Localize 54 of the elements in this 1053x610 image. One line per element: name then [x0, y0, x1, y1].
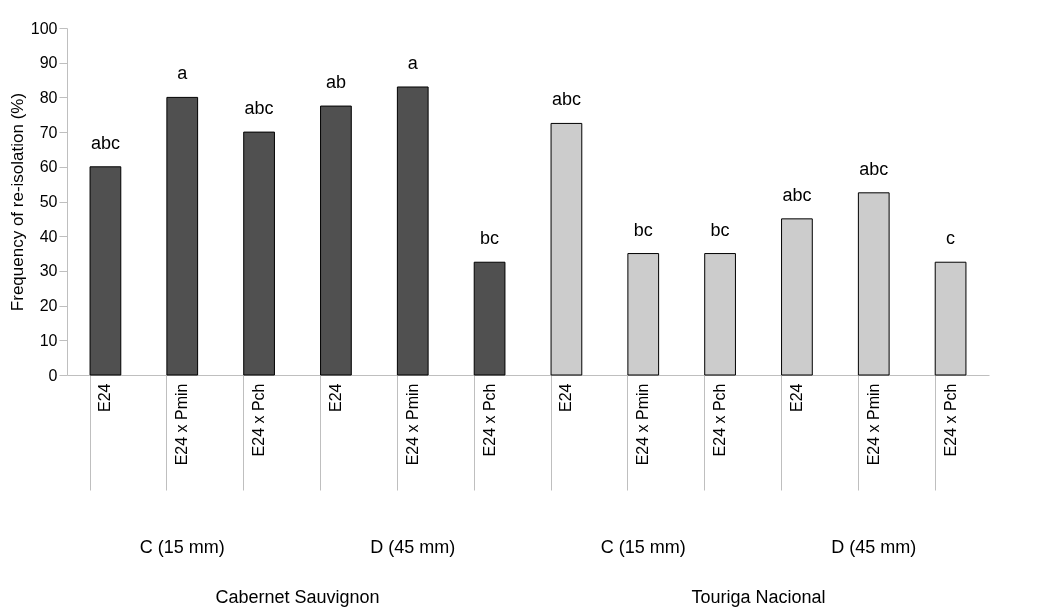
bar — [857, 192, 890, 376]
x-tick-label: E24 — [787, 383, 805, 412]
data-label: abc — [90, 132, 120, 153]
text: D (45 mm) — [370, 537, 456, 557]
x-tick-label: E24 x Pch — [711, 383, 729, 457]
bar — [781, 218, 813, 376]
y-tick-label: 0 — [48, 366, 58, 384]
x-tick-label: E24 x Pmin — [173, 383, 191, 466]
data-label: abc — [859, 158, 889, 179]
data-label: bc — [480, 228, 500, 249]
data-label: ab — [325, 72, 346, 93]
bar — [704, 253, 736, 376]
bar — [166, 96, 199, 376]
data-label: abc — [551, 89, 581, 110]
y-axis-title: Frequency of re-isolation (%) — [7, 92, 27, 312]
bar — [550, 122, 583, 376]
x-tick-label: E24 x Pch — [250, 383, 268, 457]
x-tick-label: E24 x Pch — [941, 383, 959, 457]
bar — [89, 166, 122, 376]
data-label: abc — [782, 184, 812, 205]
x-tick-label: E24 — [326, 383, 344, 412]
y-tick-label: 50 — [39, 193, 58, 210]
text: C (15 mm) — [600, 537, 686, 557]
bar — [934, 261, 967, 376]
bar — [320, 105, 352, 376]
y-tick-label: 10 — [39, 331, 58, 349]
bar — [243, 131, 275, 376]
bar — [627, 253, 660, 376]
x-tick-label: E24 — [557, 383, 575, 412]
y-tick-label: 80 — [39, 88, 58, 106]
y-tick-label: 70 — [39, 123, 58, 141]
y-tick-label: 100 — [30, 19, 58, 37]
data-label: a — [407, 52, 419, 73]
text: D (45 mm) — [831, 537, 917, 557]
y-tick-label: 20 — [39, 297, 58, 315]
bar — [396, 86, 429, 376]
y-tick-label: 40 — [39, 227, 58, 245]
text: Cabernet Sauvignon — [215, 587, 380, 607]
text: Touriga Nacional — [691, 587, 826, 607]
x-tick-label: E24 x Pmin — [634, 383, 652, 466]
data-label: bc — [710, 219, 730, 240]
x-tick-label: E24 x Pmin — [864, 383, 882, 466]
x-tick-label: E24 x Pmin — [403, 383, 421, 466]
x-tick-label: E24 — [96, 383, 114, 412]
bar — [473, 261, 506, 376]
data-label: abc — [244, 98, 274, 119]
data-label: c — [946, 228, 956, 249]
y-tick-label: 90 — [39, 54, 58, 72]
y-tick-label: 30 — [39, 262, 58, 280]
data-label: a — [177, 63, 189, 84]
x-tick-label: E24 x Pch — [480, 383, 498, 457]
data-label: bc — [633, 219, 653, 240]
text: C (15 mm) — [139, 537, 225, 557]
y-tick-label: 60 — [39, 158, 58, 176]
